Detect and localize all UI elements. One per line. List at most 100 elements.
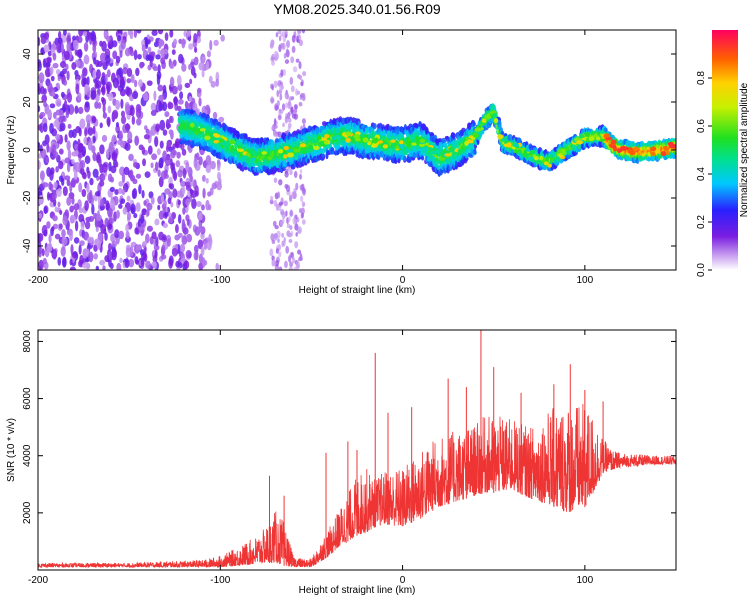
spectral-blob — [162, 129, 168, 136]
spectral-blob — [109, 176, 115, 183]
spectral-blob — [79, 159, 86, 169]
spectral-blob — [47, 82, 53, 93]
spectral-blob — [83, 136, 88, 145]
spectral-blob — [78, 182, 83, 193]
spectral-blob — [270, 195, 274, 201]
spectral-blob — [85, 85, 91, 92]
spectral-blob — [105, 54, 111, 64]
spectral-blob — [169, 30, 174, 38]
spectral-blob — [193, 56, 199, 66]
spectral-blob — [145, 54, 150, 62]
spectral-blob — [168, 129, 173, 136]
spectral-blob — [218, 116, 225, 123]
spectral-blob — [181, 148, 187, 156]
spectral-blob — [181, 235, 188, 245]
spectral-blob — [171, 85, 178, 95]
spectral-blob — [101, 85, 106, 96]
spectral-blob — [93, 244, 98, 252]
spectral-blob — [80, 167, 85, 176]
spectral-blob — [66, 178, 71, 187]
spectral-blob — [287, 117, 292, 123]
spectral-blob — [55, 133, 61, 141]
spectral-blob — [299, 173, 302, 180]
spectral-blob — [53, 181, 58, 189]
spectral-blob — [261, 138, 264, 144]
spectral-blob — [84, 200, 89, 212]
spectral-blob — [45, 62, 51, 68]
spectral-blob — [71, 159, 75, 165]
spectral-blob — [208, 233, 212, 244]
spectral-blob — [146, 208, 150, 217]
spectral-blob — [111, 249, 117, 261]
spectral-blob — [58, 148, 64, 155]
spectral-blob — [121, 172, 126, 184]
spectral-blob — [52, 62, 59, 69]
spectral-blob — [180, 243, 186, 253]
spectral-blob — [196, 200, 202, 207]
spectral-blob — [109, 199, 116, 210]
spectral-blob — [146, 225, 153, 232]
spectral-blob — [291, 45, 296, 54]
spectral-blob — [288, 255, 292, 263]
spectral-blob — [81, 73, 85, 80]
spectral-blob — [65, 109, 70, 119]
spectral-blob — [111, 40, 118, 48]
spectral-blob — [147, 145, 153, 155]
spectral-blob — [162, 223, 169, 229]
spectral-blob — [278, 35, 282, 42]
spectral-blob — [175, 260, 180, 268]
spectral-blob — [102, 112, 108, 119]
spectral-blob — [117, 34, 122, 42]
spectral-blob — [95, 191, 101, 197]
spectral-blob — [127, 130, 133, 142]
spectral-blob — [69, 230, 73, 242]
spectral-blob — [128, 153, 134, 162]
spectral-blob — [287, 101, 292, 110]
spectral-blob — [75, 83, 80, 95]
spectral-blob — [120, 98, 124, 109]
spectral-blob — [280, 210, 285, 215]
spectral-blob — [215, 78, 219, 87]
spectral-blob — [135, 173, 142, 179]
spectral-blob — [75, 126, 81, 134]
spectral-blob — [269, 199, 274, 205]
spectral-blob — [167, 102, 174, 110]
spectral-blob — [201, 174, 206, 182]
spectral-blob — [82, 150, 86, 157]
spectral-blob — [122, 207, 128, 215]
spectral-blob — [208, 75, 213, 84]
spectral-blob — [151, 231, 157, 240]
spectral-blob — [149, 60, 153, 68]
spectral-blob — [55, 165, 59, 173]
spectral-blob — [95, 265, 99, 270]
spectral-blob — [154, 161, 159, 172]
spectral-blob — [63, 30, 67, 36]
spectral-blob — [118, 203, 123, 209]
spectral-blob — [61, 236, 68, 246]
spectral-blob — [150, 109, 157, 117]
spectral-blob — [98, 157, 102, 168]
spectral-blob — [209, 39, 213, 51]
spectral-blob — [297, 30, 302, 35]
spectral-blob — [83, 54, 90, 65]
spectral-blob — [178, 53, 184, 64]
spectral-blob — [198, 262, 204, 270]
spectral-blob — [273, 177, 278, 183]
spectral-blob — [57, 256, 62, 266]
spectral-blob — [287, 112, 291, 120]
spectral-blob — [63, 79, 68, 86]
spectral-blob — [129, 246, 134, 257]
spectral-blob — [156, 74, 161, 86]
spectral-blob — [69, 258, 73, 266]
spectral-blob — [58, 160, 64, 170]
spectral-blob — [70, 179, 76, 188]
spectral-blob — [285, 102, 288, 109]
spectral-blob — [119, 140, 126, 148]
spectral-blob — [118, 130, 124, 141]
spectral-blob — [284, 91, 289, 100]
spectral-blob — [206, 50, 211, 58]
spectral-blob — [112, 109, 119, 120]
spectral-blob — [77, 36, 83, 44]
spectral-blob — [171, 247, 178, 257]
spectral-blob — [212, 111, 218, 120]
